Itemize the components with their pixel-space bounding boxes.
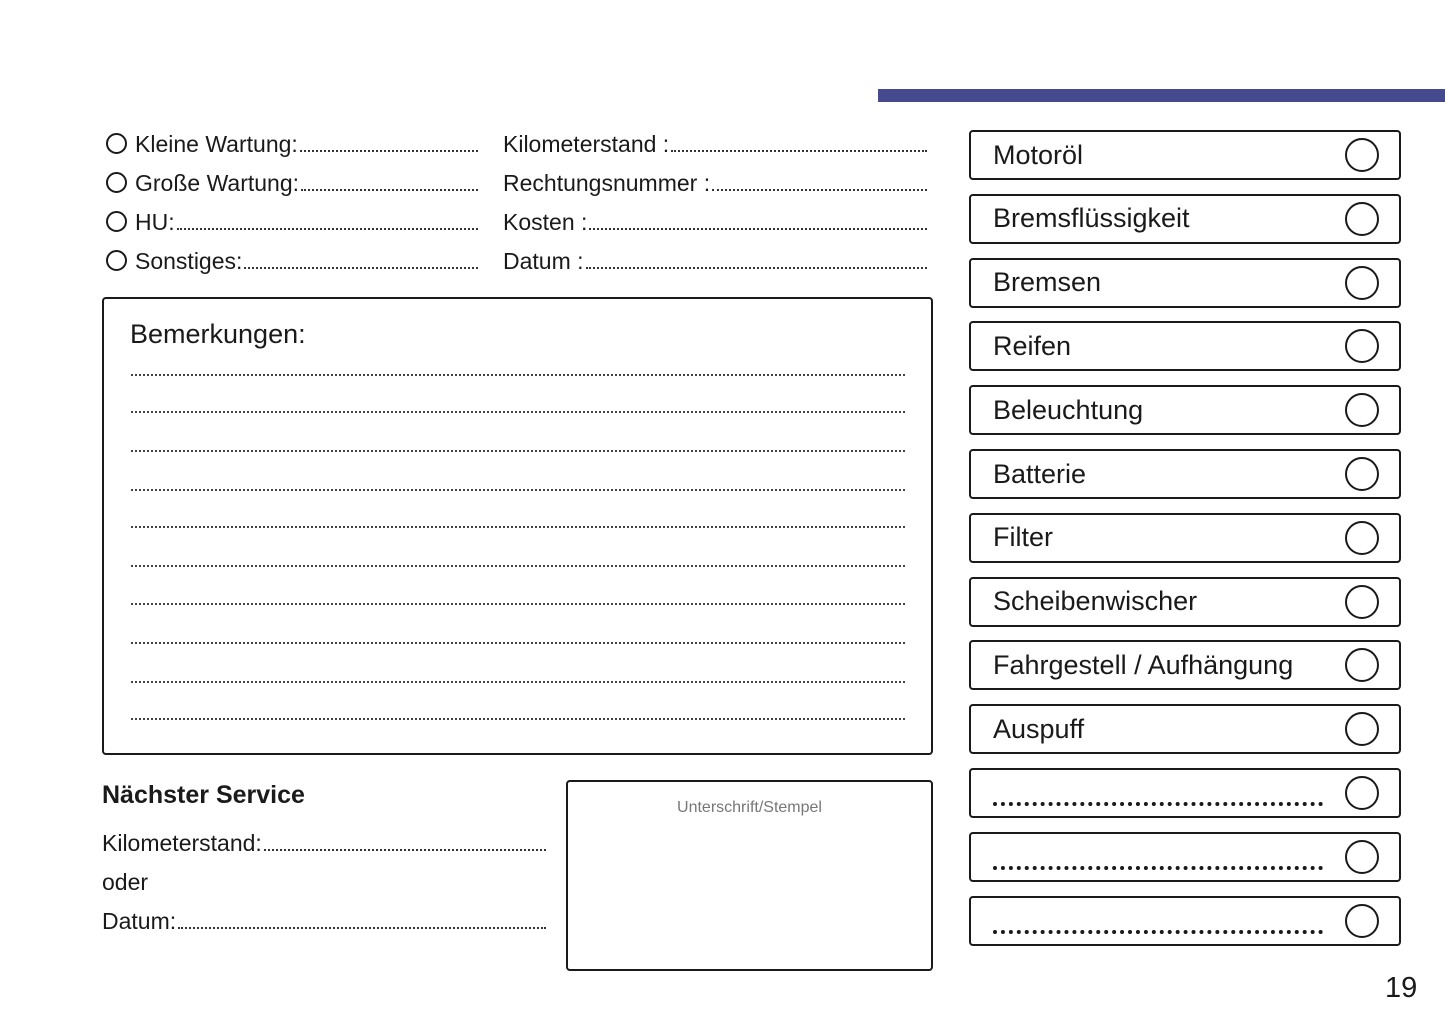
checkbox-circle-icon[interactable] — [1345, 520, 1379, 555]
checkbox-circle-icon[interactable] — [1345, 201, 1379, 236]
checklist-item[interactable]: Scheibenwischer — [969, 576, 1401, 627]
checklist-item[interactable] — [969, 831, 1401, 882]
checklist-item-label: Filter — [993, 522, 1053, 553]
checklist-item-label: Batterie — [993, 458, 1087, 489]
remarks-line[interactable] — [131, 374, 905, 376]
detail-kilometerstand[interactable]: Kilometerstand : — [503, 128, 927, 158]
field-label: Sonstiges: — [135, 248, 243, 274]
detail-kosten[interactable]: Kosten : — [503, 206, 927, 236]
checkbox-circle-icon[interactable] — [1345, 138, 1379, 172]
remarks-line[interactable] — [131, 526, 905, 528]
field-label: Datum: — [102, 908, 177, 934]
checkbox-circle-icon[interactable] — [1345, 329, 1379, 364]
checklist-item[interactable]: Batterie — [969, 449, 1401, 499]
checklist-item[interactable] — [969, 895, 1401, 946]
field-label: Kilometerstand: — [102, 830, 262, 856]
checklist-fill-line[interactable] — [993, 865, 1323, 870]
or-label: oder — [102, 869, 149, 895]
checkbox-circle-icon[interactable] — [1345, 457, 1379, 491]
checkbox-circle-icon[interactable] — [1345, 839, 1379, 874]
details-list: Kilometerstand : Rechtungsnummer : Koste… — [503, 128, 927, 275]
fill-line[interactable] — [712, 189, 927, 191]
checklist-item[interactable]: Motoröl — [969, 130, 1401, 180]
field-label: HU: — [135, 209, 175, 235]
next-service-title: Nächster Service — [102, 781, 305, 809]
service-type-sonstiges[interactable]: Sonstiges: — [106, 245, 478, 275]
next-service-km[interactable]: Kilometerstand: — [102, 827, 546, 857]
field-label: Rechtungsnummer : — [503, 170, 711, 196]
fill-line[interactable] — [301, 189, 478, 191]
fill-line[interactable] — [299, 150, 478, 152]
radio-icon[interactable] — [106, 133, 127, 154]
checklist-item-label: Motoröl — [993, 139, 1084, 170]
radio-icon[interactable] — [106, 172, 127, 193]
checklist-item[interactable]: Reifen — [969, 321, 1401, 372]
remarks-line[interactable] — [131, 681, 905, 683]
detail-rechnungsnummer[interactable]: Rechtungsnummer : — [503, 167, 927, 197]
checkbox-circle-icon[interactable] — [1345, 648, 1379, 683]
checklist-item-label: Fahrgestell / Aufhängung — [993, 649, 1294, 680]
fill-line[interactable] — [263, 849, 546, 851]
remarks-box[interactable]: Bemerkungen: — [102, 297, 933, 755]
fill-line[interactable] — [178, 927, 546, 929]
remarks-line[interactable] — [131, 565, 905, 567]
fill-line[interactable] — [671, 150, 927, 152]
checkbox-circle-icon[interactable] — [1345, 712, 1379, 747]
checklist-item-label: Scheibenwischer — [993, 586, 1198, 617]
signature-label: Unterschrift/Stempel — [677, 799, 822, 816]
checkbox-circle-icon[interactable] — [1345, 903, 1379, 938]
field-label: Kosten : — [503, 209, 588, 235]
checklist-item-label: Auspuff — [993, 713, 1085, 744]
checklist-item[interactable]: Bremsflüssigkeit — [969, 193, 1401, 244]
fill-line[interactable] — [176, 228, 478, 230]
checkbox-circle-icon[interactable] — [1345, 393, 1379, 428]
radio-icon[interactable] — [106, 211, 127, 232]
checkbox-circle-icon[interactable] — [1345, 265, 1379, 300]
field-label: Kleine Wartung: — [135, 131, 298, 157]
remarks-line[interactable] — [131, 603, 905, 605]
checklist-item[interactable]: Bremsen — [969, 257, 1401, 308]
checklist-item-label: Bremsen — [993, 267, 1102, 298]
next-service-date[interactable]: Datum: — [102, 905, 546, 935]
checklist-fill-line[interactable] — [993, 929, 1323, 934]
header-accent-bar — [878, 89, 1445, 102]
checklist-item-label: Reifen — [993, 330, 1072, 361]
page-number: 19 — [1385, 972, 1418, 1004]
checklist-item[interactable]: Fahrgestell / Aufhängung — [969, 640, 1401, 691]
next-service-or: oder — [102, 866, 546, 896]
fill-line[interactable] — [585, 267, 927, 269]
remarks-line[interactable] — [131, 718, 905, 720]
service-type-gross[interactable]: Große Wartung: — [106, 167, 478, 197]
checklist-fill-line[interactable] — [993, 802, 1323, 806]
checklist-item-label: Bremsflüssigkeit — [993, 203, 1190, 234]
service-type-kleine[interactable]: Kleine Wartung: — [106, 128, 478, 158]
checklist-item[interactable] — [969, 768, 1401, 818]
checklist-item-label: Beleuchtung — [993, 394, 1144, 425]
radio-icon[interactable] — [106, 250, 127, 271]
remarks-line[interactable] — [131, 411, 905, 413]
field-label: Große Wartung: — [135, 170, 300, 196]
remarks-line[interactable] — [131, 489, 905, 491]
field-label: Datum : — [503, 248, 584, 274]
remarks-line[interactable] — [131, 450, 905, 452]
checkbox-circle-icon[interactable] — [1345, 776, 1379, 810]
service-type-hu[interactable]: HU: — [106, 206, 478, 236]
fill-line[interactable] — [244, 267, 478, 269]
checklist-item[interactable]: Filter — [969, 512, 1401, 563]
checkbox-circle-icon[interactable] — [1345, 584, 1379, 619]
signature-box[interactable]: Unterschrift/Stempel — [566, 780, 933, 971]
detail-datum[interactable]: Datum : — [503, 245, 927, 275]
remarks-line[interactable] — [131, 642, 905, 644]
fill-line[interactable] — [589, 228, 927, 230]
checklist-item[interactable]: Auspuff — [969, 704, 1401, 755]
remarks-title: Bemerkungen: — [130, 319, 306, 349]
service-type-list: Kleine Wartung: Große Wartung: HU: Sonst… — [106, 128, 478, 275]
checklist-item[interactable]: Beleuchtung — [969, 385, 1401, 436]
field-label: Kilometerstand : — [503, 131, 670, 157]
next-service-fields: Kilometerstand: oder Datum: — [102, 827, 546, 935]
